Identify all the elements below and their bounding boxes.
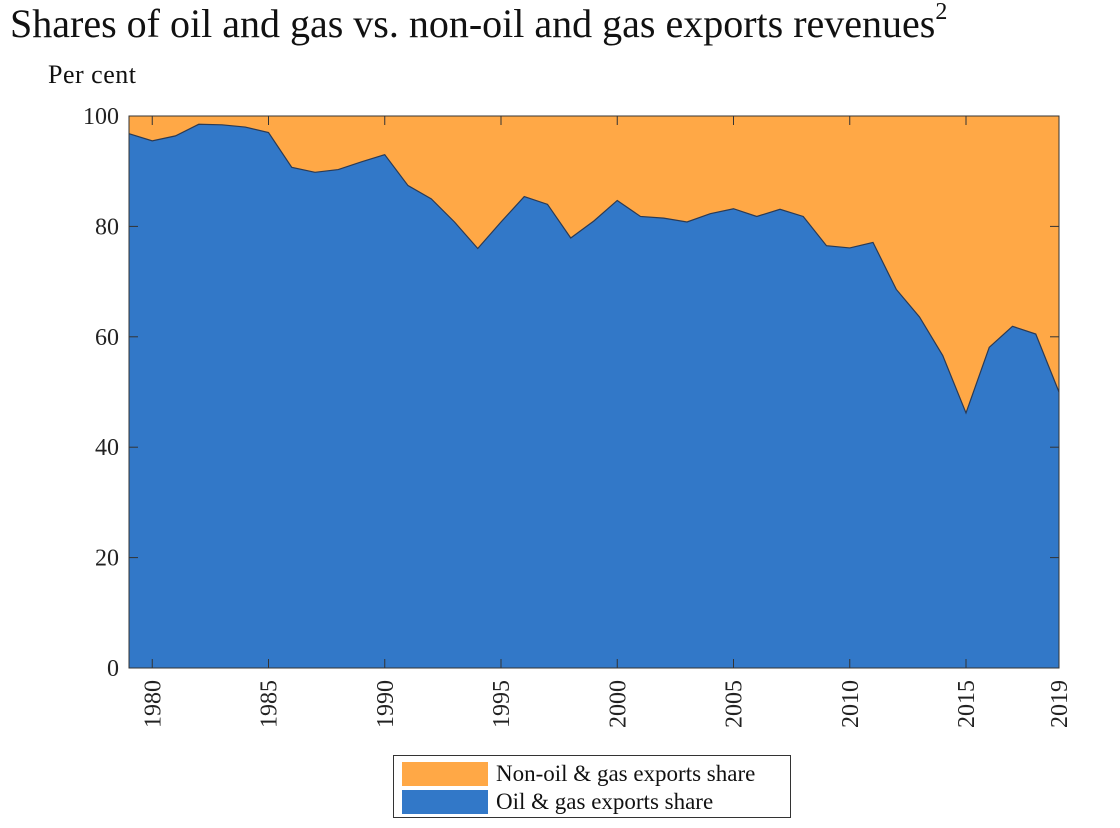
x-tick-label-2019: 2019: [1047, 680, 1073, 728]
data-point-2008: [802, 215, 804, 217]
area-non-oil-gas-share: [129, 116, 1059, 413]
data-point-2011: [872, 241, 874, 243]
data-point-1983: [221, 124, 223, 126]
x-tick-label-2000: 2000: [605, 680, 631, 728]
data-point-1993: [453, 221, 455, 223]
data-point-1992: [430, 198, 432, 200]
data-point-1994: [477, 247, 479, 249]
data-point-1987: [314, 171, 316, 173]
plot-frame: [128, 115, 1060, 669]
chart-title: Shares of oil and gas vs. non-oil and ga…: [10, 0, 947, 48]
data-point-1981: [174, 135, 176, 137]
legend-label-non-oil-gas: Non-oil & gas exports share: [496, 761, 756, 786]
data-point-2018: [1035, 333, 1037, 335]
y-tick-label-40: 40: [95, 435, 119, 461]
data-point-1997: [546, 203, 548, 205]
data-point-2012: [895, 288, 897, 290]
area-oil-gas-share: [129, 124, 1059, 668]
y-axis-label: Per cent: [48, 60, 137, 89]
data-point-2014: [942, 354, 944, 356]
x-tick-label-2015: 2015: [954, 680, 980, 728]
data-point-1985: [267, 131, 269, 133]
data-point-1991: [407, 184, 409, 186]
data-point-2013: [918, 316, 920, 318]
data-point-1986: [291, 166, 293, 168]
data-point-2002: [663, 217, 665, 219]
chart-title-text: Shares of oil and gas vs. non-oil and ga…: [10, 1, 936, 46]
legend-label-oil-gas: Oil & gas exports share: [496, 789, 714, 814]
data-point-1988: [337, 168, 339, 170]
legend-item-non-oil-gas: Non-oil & gas exports share: [402, 760, 782, 788]
data-point-2016: [988, 346, 990, 348]
data-point-2010: [849, 247, 851, 249]
data-point-2009: [825, 245, 827, 247]
y-tick-label-60: 60: [95, 325, 119, 351]
data-point-2004: [709, 213, 711, 215]
data-point-2005: [732, 208, 734, 210]
x-tick-label-1985: 1985: [257, 680, 283, 728]
plot-axes: 0 20 40 60 80 100 1980 1985 1990 1995 2000 2005 2010…: [83, 104, 1073, 728]
data-point-1989: [360, 161, 362, 163]
legend-swatch-non-oil-gas: [402, 762, 488, 786]
data-point-1982: [198, 123, 200, 125]
legend: Non-oil & gas exports share Oil & gas ex…: [393, 755, 791, 818]
legend-swatch-oil-gas: [402, 790, 488, 814]
data-point-1998: [570, 237, 572, 239]
title-footnote: 2: [935, 0, 948, 25]
y-tick-label-20: 20: [95, 546, 119, 572]
data-point-2006: [756, 215, 758, 217]
x-tick-label-2010: 2010: [838, 680, 864, 728]
data-point-1996: [523, 195, 525, 197]
y-tick-label-80: 80: [95, 214, 119, 240]
data-point-1995: [500, 221, 502, 223]
data-point-2000: [616, 199, 618, 201]
data-point-1984: [244, 126, 246, 128]
series-boundary-line: [128, 123, 1060, 415]
x-tick-label-1990: 1990: [373, 680, 399, 728]
data-point-1999: [593, 220, 595, 222]
y-tick-label-100: 100: [83, 104, 119, 130]
data-point-2003: [686, 221, 688, 223]
data-point-2017: [1011, 325, 1013, 327]
x-tick-label-1995: 1995: [489, 680, 515, 728]
data-point-2001: [639, 215, 641, 217]
plot-areas: [128, 116, 1060, 668]
data-point-1980: [151, 140, 153, 142]
x-tick-label-2005: 2005: [722, 680, 748, 728]
x-tick-label-1980: 1980: [140, 680, 166, 728]
data-point-2007: [779, 208, 781, 210]
data-point-1990: [384, 153, 386, 155]
y-tick-label-0: 0: [107, 656, 119, 682]
legend-item-oil-gas: Oil & gas exports share: [402, 788, 782, 816]
data-point-2015: [965, 412, 967, 414]
